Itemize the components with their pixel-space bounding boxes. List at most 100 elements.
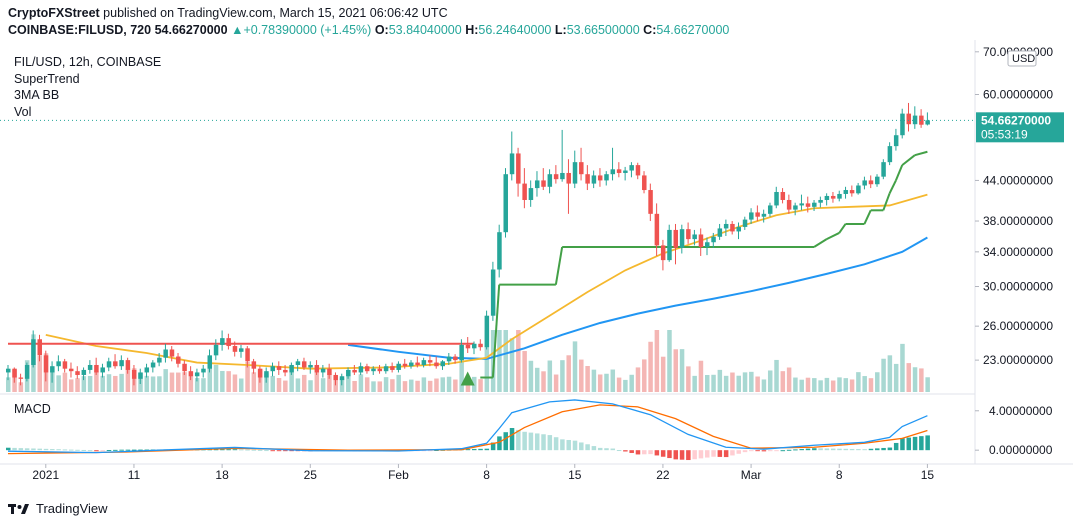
macd-legend[interactable]: MACD: [14, 402, 51, 416]
publish-info: published on TradingView.com, March 15, …: [103, 6, 448, 20]
candle-body: [81, 369, 87, 375]
candle-body: [805, 203, 811, 207]
macd-histogram-bar: [900, 438, 905, 451]
candle-body: [390, 366, 395, 370]
candle-body: [503, 174, 508, 233]
supertrend-segment: [491, 284, 501, 378]
volume-bar: [427, 380, 433, 392]
volume-bar: [673, 349, 679, 392]
candle-body: [597, 175, 603, 181]
volume-bar: [560, 360, 565, 392]
legend-3ma-bb[interactable]: 3MA BB: [14, 88, 60, 102]
volume-bar: [364, 377, 370, 392]
candle-body: [220, 338, 225, 345]
candle-body: [767, 205, 773, 214]
publisher-name[interactable]: CryptoFXStreet: [8, 6, 100, 20]
candle-body: [812, 202, 817, 207]
volume-bar: [509, 338, 515, 392]
candle-body: [585, 174, 590, 184]
macd-histogram-bar: [805, 448, 811, 451]
candle-body: [50, 366, 55, 373]
volume-bar: [245, 362, 250, 392]
volume-bar: [201, 378, 206, 392]
macd-histogram-bar: [648, 450, 653, 455]
macd-histogram-bar: [698, 450, 704, 459]
macd-histogram-bar: [87, 450, 93, 452]
candle-body: [56, 361, 61, 367]
candle-body: [679, 229, 685, 248]
macd-histogram-bar: [597, 447, 603, 451]
volume-bar: [270, 375, 275, 392]
volume-bar: [125, 368, 131, 392]
supertrend-segment: [863, 209, 872, 225]
volume-bar: [805, 377, 811, 392]
candle-body: [12, 368, 17, 378]
macd-tick-label: 4.00000000: [989, 404, 1053, 418]
candle-body: [453, 356, 458, 361]
macd-histogram-bar: [125, 449, 131, 451]
candle-body: [188, 371, 194, 377]
macd-histogram-bar: [503, 432, 508, 451]
macd-histogram-bar: [94, 450, 99, 452]
macd-tick-label: 0.00000000: [989, 443, 1053, 457]
candle-body: [201, 368, 206, 373]
macd-histogram-bar: [843, 448, 849, 451]
candle-body: [226, 338, 231, 347]
macd-histogram-bar: [270, 450, 275, 452]
volume-bar: [301, 374, 307, 392]
candle-body: [648, 190, 653, 214]
volume-bar: [37, 355, 42, 392]
volume-bar: [308, 380, 313, 392]
price-tick-label: 23.00000000: [983, 353, 1053, 367]
volume-bar: [472, 376, 477, 392]
volume-bar: [830, 380, 836, 392]
volume-bar: [755, 376, 760, 392]
candle-body: [327, 368, 332, 375]
candle-body: [100, 367, 105, 373]
macd-signal-line: [7, 404, 928, 455]
candle-body: [692, 234, 697, 240]
macd-histogram-bar: [736, 450, 741, 454]
volume-bar: [837, 377, 842, 392]
macd-histogram-bar: [251, 449, 257, 451]
volume-bar: [283, 380, 288, 392]
supertrend-segment: [901, 154, 916, 166]
macd-histogram-bar: [283, 450, 288, 452]
candle-body: [490, 269, 496, 316]
macd-histogram-bar: [919, 436, 924, 451]
candle-body: [522, 183, 527, 200]
legend-volume[interactable]: Vol: [14, 104, 32, 119]
symbol-info: COINBASE:FILUSD, 720: [8, 23, 152, 37]
candle-body: [459, 344, 464, 361]
candle-body: [572, 162, 578, 184]
macd-histogram-bar: [749, 450, 754, 452]
volume-bar: [446, 376, 452, 392]
candle-body: [528, 188, 534, 200]
volume-bar: [711, 374, 716, 392]
macd-histogram-bar: [75, 449, 80, 451]
volume-bar: [220, 370, 225, 392]
footer-brand[interactable]: TradingView: [36, 501, 108, 516]
candle-body: [24, 364, 30, 379]
up-arrow-icon: ▲: [231, 23, 244, 37]
candle-body: [723, 223, 729, 229]
macd-histogram-bar: [226, 449, 231, 451]
candle-body: [94, 364, 99, 373]
symbol-ohlc-line: COINBASE:FILUSD, 720 54.66270000 ▲+0.783…: [8, 23, 729, 37]
supertrend-segment: [882, 192, 891, 211]
open-label: O:: [374, 23, 389, 37]
candle-body: [119, 360, 124, 367]
legend-supertrend[interactable]: SuperTrend: [14, 71, 80, 86]
candle-body: [213, 344, 219, 356]
macd-histogram-bar: [635, 450, 641, 455]
volume-bar: [100, 375, 105, 392]
candle-body: [163, 349, 168, 358]
candle-body: [358, 366, 364, 373]
candle-body: [62, 361, 68, 369]
volume-bar: [629, 374, 634, 392]
candle-body: [295, 361, 301, 365]
candle-body: [900, 113, 905, 136]
low-value: 53.66500000: [566, 23, 640, 37]
candle-body: [705, 242, 710, 248]
